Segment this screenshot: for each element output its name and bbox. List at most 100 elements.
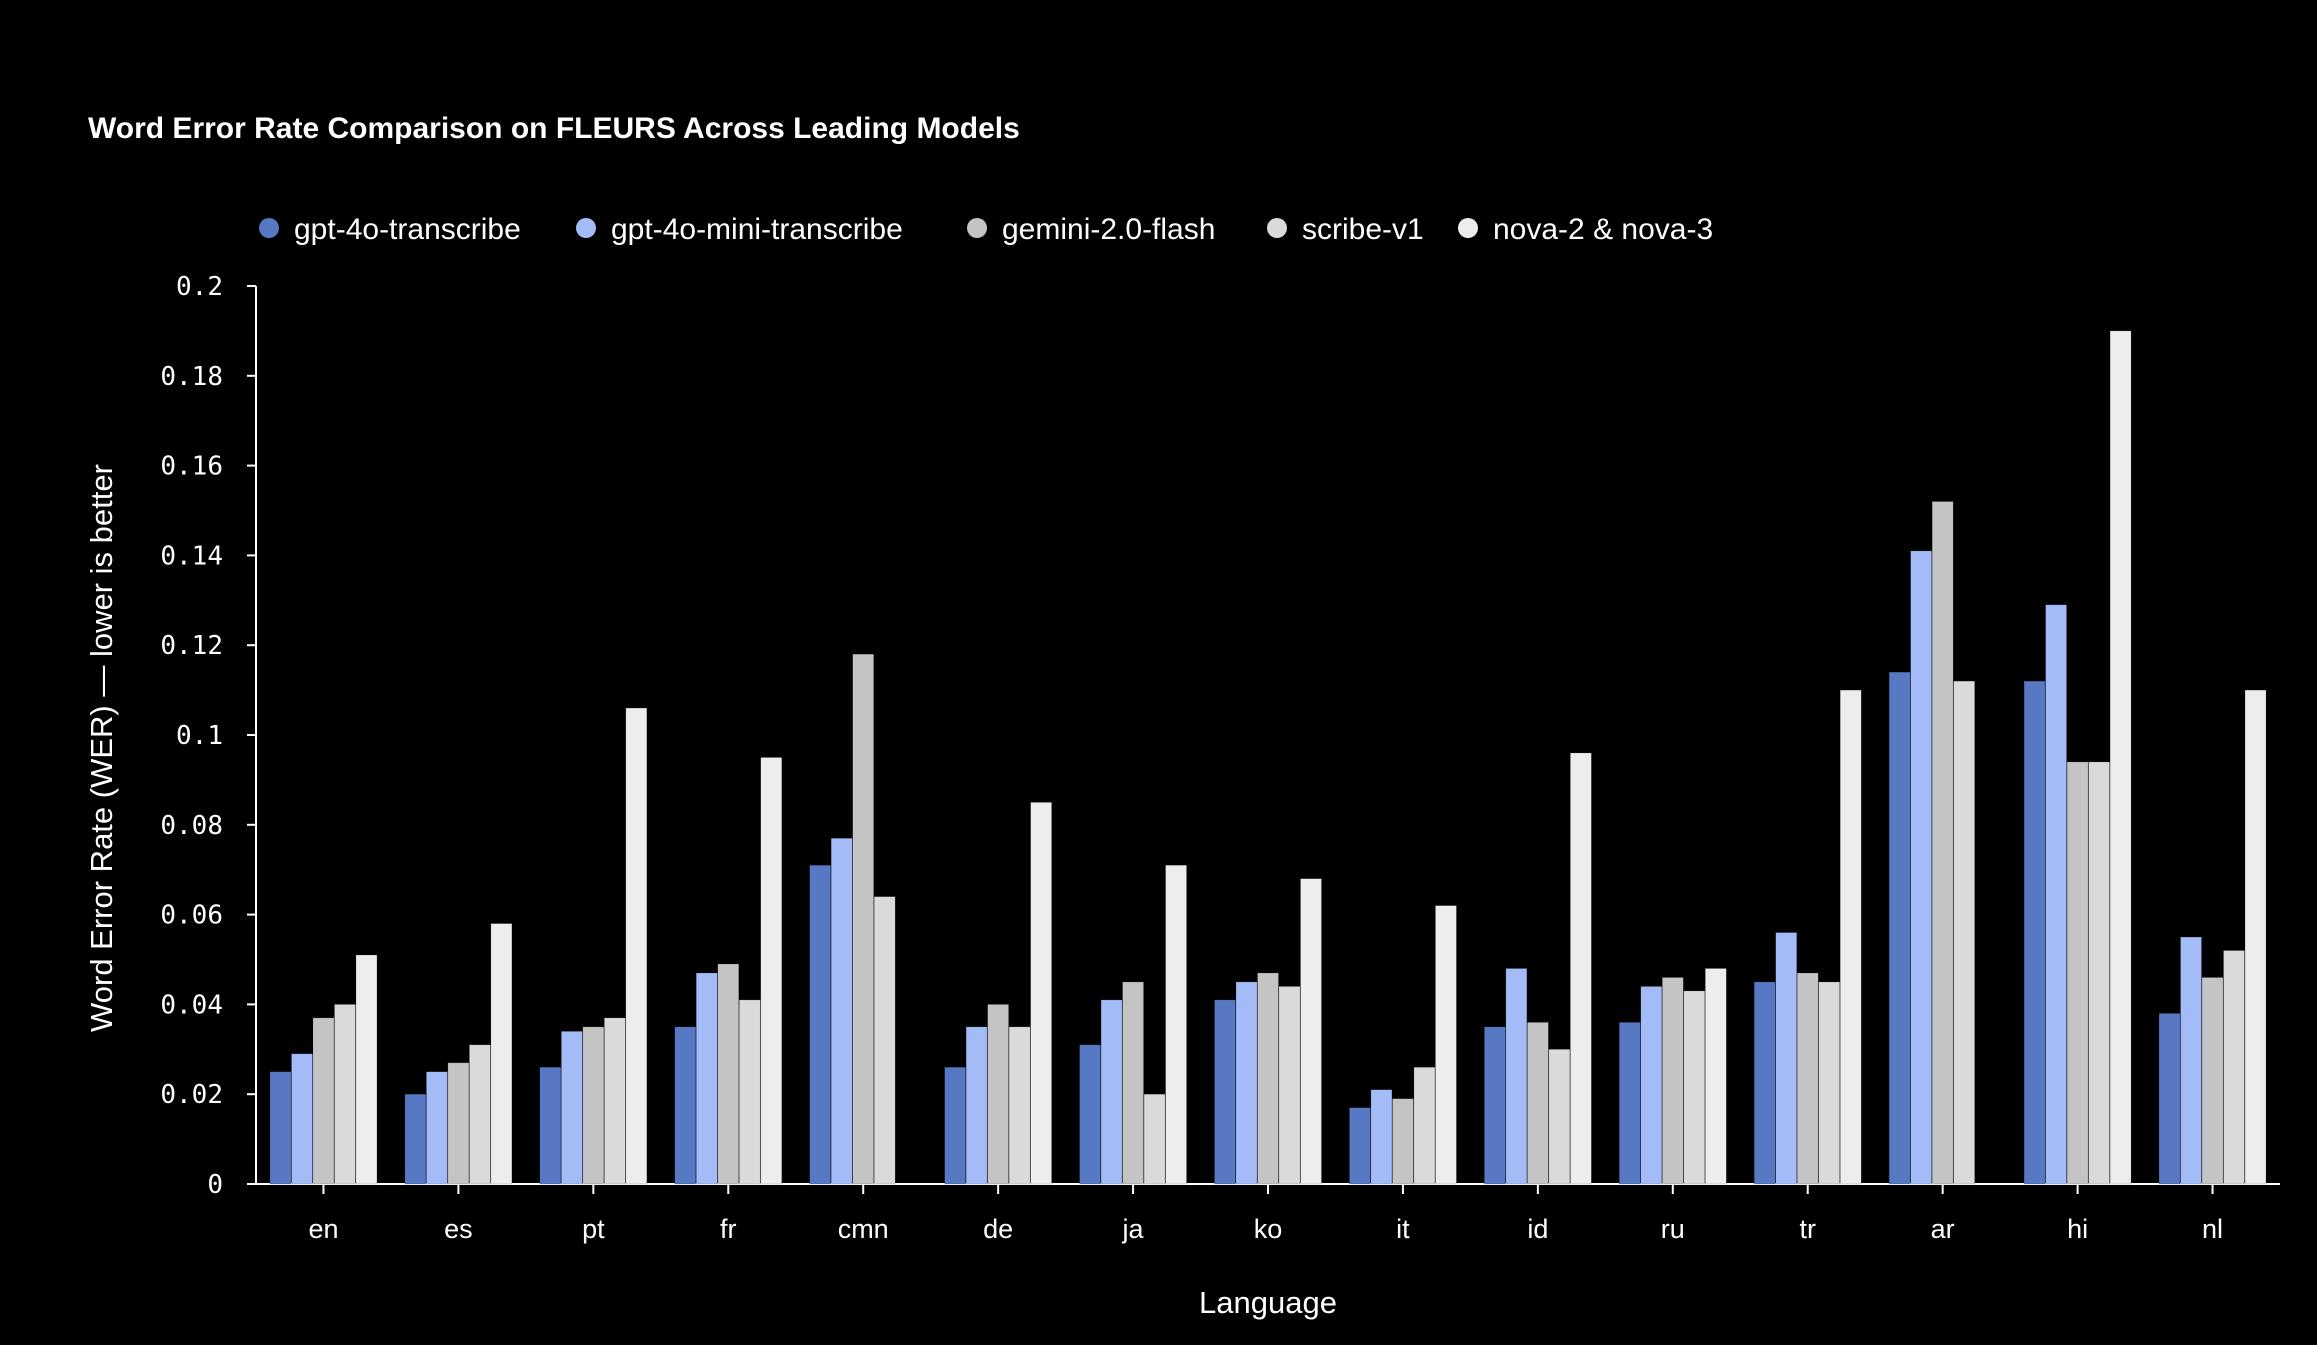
- y-tick-label: 0.06: [160, 901, 223, 931]
- chart-legend: gpt-4o-transcribe gpt-4o-mini-transcribe g…: [259, 213, 1713, 246]
- legend-item: gpt-4o-transcribe: [259, 213, 521, 246]
- bar: [269, 1071, 292, 1185]
- bar: [539, 1066, 562, 1185]
- bar: [2066, 761, 2089, 1185]
- bar: [1570, 752, 1592, 1185]
- bar: [291, 1053, 313, 1185]
- legend-label: nova-2 & nova-3: [1493, 213, 1713, 246]
- bar: [1235, 981, 1258, 1185]
- bar: [1839, 689, 1862, 1185]
- y-tick-label: 0.18: [160, 362, 223, 392]
- y-tick-label: 0.2: [176, 272, 223, 302]
- bar: [852, 653, 875, 1185]
- bar: [1548, 1049, 1571, 1185]
- bar: [1818, 981, 1841, 1185]
- bar: [447, 1062, 470, 1185]
- x-tick-label: en: [308, 1214, 338, 1244]
- legend-item: gemini-2.0-flash: [967, 213, 1215, 246]
- bar: [2045, 604, 2067, 1185]
- bar: [1910, 550, 1932, 1185]
- bar: [738, 999, 761, 1185]
- bar: [2223, 950, 2245, 1185]
- y-tick-label: 0: [207, 1170, 223, 1200]
- bar: [2158, 1013, 2181, 1185]
- bar: [625, 707, 648, 1185]
- legend-swatch: [259, 218, 279, 238]
- bar: [2244, 689, 2267, 1185]
- bar: [355, 954, 378, 1185]
- bar: [1527, 1022, 1549, 1185]
- y-tick-label: 0.08: [160, 811, 223, 841]
- bar: [312, 1017, 335, 1185]
- y-axis: 0 0.02 0.04 0.06 0.08 0.1 0.12 0.14 0.16 0.18 0.2: [160, 272, 257, 1200]
- x-tick-label: ar: [1931, 1214, 1955, 1244]
- x-tick-label: ja: [1122, 1214, 1145, 1244]
- x-tick-label: it: [1396, 1214, 1410, 1244]
- legend-label: gpt-4o-transcribe: [294, 213, 521, 246]
- legend-item: scribe-v1: [1267, 213, 1424, 246]
- bar: [965, 1026, 988, 1185]
- bar: [1122, 981, 1144, 1185]
- y-tick-label: 0.14: [160, 541, 223, 571]
- bar: [1705, 968, 1727, 1185]
- bar: [1300, 878, 1322, 1185]
- bar: [717, 963, 740, 1185]
- legend-swatch: [1458, 218, 1478, 238]
- legend-swatch: [967, 218, 987, 238]
- bar: [873, 896, 896, 1185]
- bar: [1008, 1026, 1031, 1185]
- legend-label: scribe-v1: [1302, 213, 1424, 246]
- bar: [1030, 802, 1052, 1185]
- bar: [2023, 680, 2046, 1185]
- bar: [944, 1066, 966, 1185]
- bar: [404, 1093, 427, 1185]
- legend-label: gemini-2.0-flash: [1002, 213, 1215, 246]
- bar: [1640, 986, 1663, 1185]
- bar: [1888, 671, 1911, 1185]
- bar: [2201, 977, 2224, 1185]
- bar: [1392, 1098, 1414, 1185]
- bar: [1484, 1026, 1506, 1185]
- x-axis-label: Language: [1199, 1285, 1337, 1320]
- bar: [1143, 1093, 1166, 1185]
- legend-swatch: [576, 218, 596, 238]
- bar: [760, 757, 783, 1185]
- x-tick-label: hi: [2067, 1214, 2088, 1244]
- x-tick-label: tr: [1799, 1214, 1816, 1244]
- bar: [2180, 936, 2202, 1185]
- x-tick-label: de: [983, 1214, 1013, 1244]
- legend-item: nova-2 & nova-3: [1458, 213, 1713, 246]
- y-tick-label: 0.04: [160, 990, 223, 1020]
- bar: [1079, 1044, 1101, 1185]
- bar: [1435, 905, 1457, 1185]
- bar: [1683, 990, 1706, 1185]
- x-tick-label: fr: [720, 1214, 737, 1244]
- bar: [1619, 1022, 1641, 1185]
- x-tick-label: ru: [1661, 1214, 1685, 1244]
- bar: [809, 864, 832, 1185]
- y-tick-label: 0.1: [176, 721, 223, 751]
- bar-marks: [269, 330, 2267, 1185]
- bar: [1165, 864, 1187, 1185]
- x-tick-label: id: [1527, 1214, 1548, 1244]
- y-axis-label: Word Error Rate (WER) — lower is better: [84, 464, 119, 1032]
- bar: [1753, 981, 1776, 1185]
- bar: [582, 1026, 605, 1185]
- bar: [604, 1017, 626, 1185]
- bar: [1214, 999, 1236, 1185]
- legend-item: gpt-4o-mini-transcribe: [576, 213, 903, 246]
- bar: [490, 923, 513, 1185]
- bar: [1953, 680, 1975, 1185]
- bar: [426, 1071, 448, 1185]
- y-tick-label: 0.16: [160, 452, 223, 482]
- y-tick-label: 0.02: [160, 1080, 223, 1110]
- x-tick-label: ko: [1254, 1214, 1283, 1244]
- bar: [987, 1004, 1009, 1185]
- bar: [1278, 986, 1301, 1185]
- bar: [1100, 999, 1123, 1185]
- bar: [2109, 330, 2132, 1185]
- x-tick-label: cmn: [838, 1214, 889, 1244]
- bar: [469, 1044, 491, 1185]
- bar: [334, 1004, 356, 1185]
